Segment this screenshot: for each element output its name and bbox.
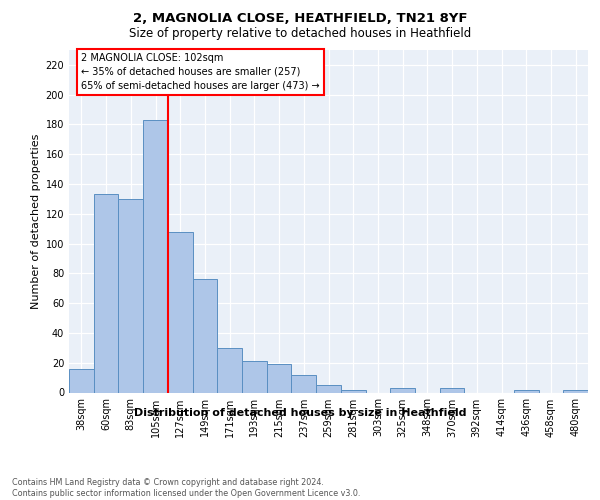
Text: Contains HM Land Registry data © Crown copyright and database right 2024.
Contai: Contains HM Land Registry data © Crown c… — [12, 478, 361, 498]
Bar — [168, 232, 193, 392]
Bar — [316, 385, 341, 392]
Bar — [563, 390, 588, 392]
Bar — [390, 388, 415, 392]
Bar — [143, 120, 168, 392]
Bar — [292, 374, 316, 392]
Bar — [514, 390, 539, 392]
Text: 2 MAGNOLIA CLOSE: 102sqm
← 35% of detached houses are smaller (257)
65% of semi-: 2 MAGNOLIA CLOSE: 102sqm ← 35% of detach… — [82, 53, 320, 91]
Bar — [341, 390, 365, 392]
Y-axis label: Number of detached properties: Number of detached properties — [31, 134, 41, 309]
Text: Size of property relative to detached houses in Heathfield: Size of property relative to detached ho… — [129, 28, 471, 40]
Bar — [118, 199, 143, 392]
Bar — [69, 368, 94, 392]
Bar — [242, 361, 267, 392]
Bar — [217, 348, 242, 393]
Bar — [193, 280, 217, 392]
Bar — [267, 364, 292, 392]
Text: 2, MAGNOLIA CLOSE, HEATHFIELD, TN21 8YF: 2, MAGNOLIA CLOSE, HEATHFIELD, TN21 8YF — [133, 12, 467, 26]
Text: Distribution of detached houses by size in Heathfield: Distribution of detached houses by size … — [134, 408, 466, 418]
Bar — [440, 388, 464, 392]
Bar — [94, 194, 118, 392]
